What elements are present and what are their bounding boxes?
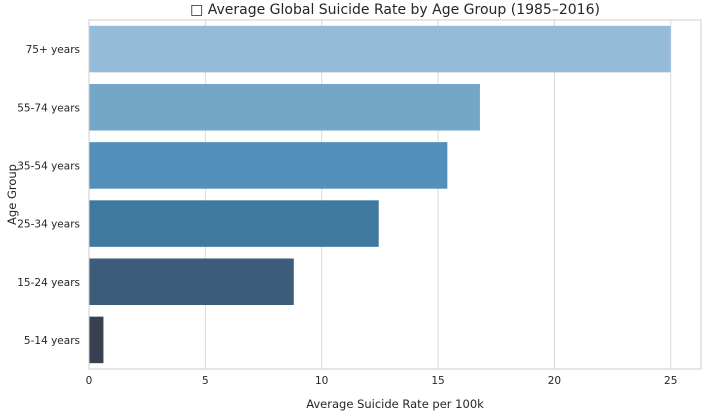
bar: [89, 316, 104, 364]
plot-frame: [88, 19, 702, 370]
bars: [89, 25, 671, 364]
x-tick-labels: 0 5 10 15 20 25: [86, 375, 678, 387]
x-tick-label: 0: [86, 375, 93, 387]
x-tick-label: 20: [548, 375, 561, 387]
x-axis-label: Average Suicide Rate per 100k: [306, 397, 484, 411]
y-tick-label: 35-54 years: [17, 160, 80, 172]
y-tick-label: 15-24 years: [17, 277, 80, 289]
bar: [89, 83, 480, 131]
y-tick-labels: 75+ years 55-74 years 35-54 years 25-34 yea…: [17, 44, 80, 347]
plot-background: [89, 20, 701, 369]
bar: [89, 142, 448, 189]
chart-title: □ Average Global Suicide Rate by Age Gro…: [190, 2, 600, 18]
x-tick-label: 10: [315, 375, 328, 387]
y-tick-label: 55-74 years: [17, 102, 80, 114]
x-tick-label: 15: [431, 375, 444, 387]
y-tick-label: 75+ years: [26, 44, 80, 56]
bar: [89, 200, 379, 247]
x-tick-label: 5: [202, 375, 209, 387]
bar: [89, 258, 294, 306]
y-tick-label: 25-34 years: [17, 219, 80, 231]
bar: [89, 25, 671, 73]
y-axis-label: Age Group: [5, 164, 19, 225]
x-tick-label: 25: [664, 375, 677, 387]
y-tick-label: 5-14 years: [24, 335, 80, 347]
